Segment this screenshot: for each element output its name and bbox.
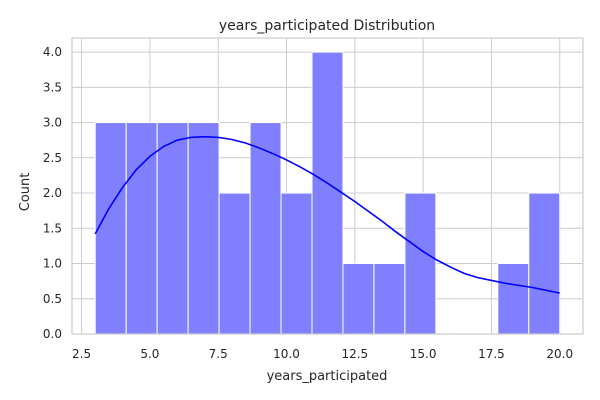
y-tick-label: 0.0 <box>43 327 62 341</box>
histogram-bar <box>280 192 313 335</box>
x-tick-label: 12.5 <box>341 347 368 361</box>
histogram-bar <box>373 263 406 335</box>
y-tick-label: 2.5 <box>43 151 62 165</box>
x-tick-label: 10.0 <box>273 347 300 361</box>
histogram-bar <box>249 122 282 335</box>
x-axis-label: years_participated <box>267 369 388 384</box>
histogram-bar <box>528 192 561 335</box>
y-tick-label: 3.5 <box>43 80 62 94</box>
chart-title: years_participated Distribution <box>219 18 435 34</box>
histogram-bar <box>497 263 530 335</box>
kde-curve <box>94 135 560 294</box>
y-tick-label: 3.0 <box>43 116 62 130</box>
x-tick-label: 7.5 <box>209 347 228 361</box>
y-tick-label: 0.5 <box>43 292 62 306</box>
y-tick-labels: 0.0 0.5 1.0 1.5 2.0 2.5 3.0 3.5 4.0 <box>43 45 62 341</box>
y-axis-label: Count <box>18 173 33 212</box>
plot-frame <box>71 37 584 335</box>
x-tick-label: 2.5 <box>72 347 91 361</box>
histogram-bar <box>311 51 344 335</box>
x-tick-label: 20.0 <box>546 347 573 361</box>
y-tick-label: 2.0 <box>43 186 62 200</box>
histogram-bar <box>187 122 220 335</box>
histogram-bar <box>404 192 437 335</box>
histogram-bar <box>156 122 189 335</box>
histogram-bar <box>218 192 251 335</box>
x-tick-label: 5.0 <box>140 347 159 361</box>
histogram-bars <box>94 51 561 335</box>
histogram-bar <box>94 122 127 335</box>
x-tick-label: 15.0 <box>410 347 437 361</box>
y-tick-label: 1.0 <box>43 257 62 271</box>
x-tick-label: 17.5 <box>478 347 505 361</box>
histogram-bar <box>125 122 158 335</box>
x-tick-labels: 2.5 5.0 7.5 10.0 12.5 15.0 17.5 20.0 <box>72 347 573 361</box>
kde-curve-layer <box>94 135 560 294</box>
y-tick-label: 1.5 <box>43 221 62 235</box>
y-tick-label: 4.0 <box>43 45 62 59</box>
histogram-bar <box>342 263 375 335</box>
